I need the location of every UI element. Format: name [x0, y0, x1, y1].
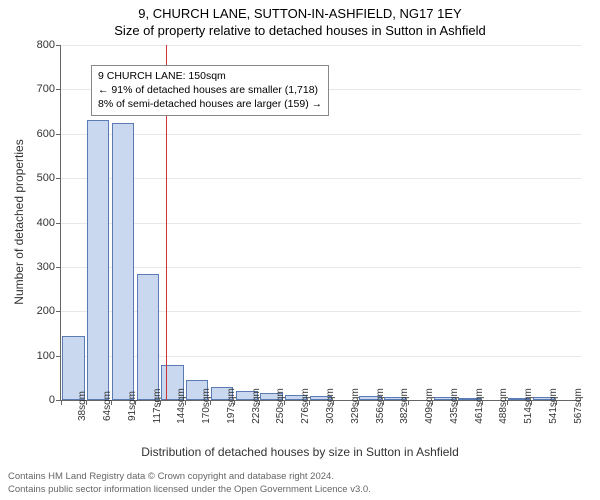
- x-tick-mark: [111, 400, 112, 405]
- y-tick-mark: [56, 45, 61, 46]
- x-tick-mark: [309, 400, 310, 405]
- footer-attribution: Contains HM Land Registry data © Crown c…: [8, 471, 371, 496]
- info-line-3: 8% of semi-detached houses are larger (1…: [98, 97, 322, 111]
- chart-container: 9, CHURCH LANE, SUTTON-IN-ASHFIELD, NG17…: [0, 0, 600, 500]
- y-tick-mark: [56, 178, 61, 179]
- x-tick-mark: [333, 400, 334, 405]
- x-tick-label: 541sqm: [548, 388, 559, 424]
- x-tick-mark: [457, 400, 458, 405]
- footer-line-1: Contains HM Land Registry data © Crown c…: [8, 471, 371, 483]
- y-tick-label: 500: [37, 172, 55, 184]
- x-tick-mark: [284, 400, 285, 405]
- grid-line: [61, 45, 581, 46]
- x-axis-caption: Distribution of detached houses by size …: [0, 445, 600, 459]
- x-tick-label: 303sqm: [325, 388, 336, 424]
- x-tick-mark: [482, 400, 483, 405]
- x-tick-mark: [383, 400, 384, 405]
- x-tick-mark: [408, 400, 409, 405]
- chart-title-line1: 9, CHURCH LANE, SUTTON-IN-ASHFIELD, NG17…: [0, 0, 600, 21]
- x-tick-mark: [259, 400, 260, 405]
- x-tick-label: 356sqm: [375, 388, 386, 424]
- x-tick-label: 276sqm: [300, 388, 311, 424]
- grid-line: [61, 223, 581, 224]
- y-tick-mark: [56, 223, 61, 224]
- y-tick-mark: [56, 311, 61, 312]
- y-tick-label: 0: [49, 394, 55, 406]
- x-tick-mark: [210, 400, 211, 405]
- x-tick-mark: [358, 400, 359, 405]
- y-tick-label: 300: [37, 261, 55, 273]
- y-tick-label: 700: [37, 83, 55, 95]
- y-tick-label: 400: [37, 217, 55, 229]
- x-tick-mark: [160, 400, 161, 405]
- y-tick-label: 200: [37, 305, 55, 317]
- x-tick-mark: [61, 400, 62, 405]
- info-line-2: ← 91% of detached houses are smaller (1,…: [98, 83, 322, 97]
- x-tick-label: 514sqm: [523, 388, 534, 424]
- y-tick-label: 100: [37, 350, 55, 362]
- histogram-bar: [87, 120, 109, 400]
- histogram-bar: [112, 123, 134, 400]
- x-tick-mark: [531, 400, 532, 405]
- x-tick-label: 382sqm: [399, 388, 410, 424]
- x-tick-label: 461sqm: [474, 388, 485, 424]
- x-tick-mark: [86, 400, 87, 405]
- grid-line: [61, 134, 581, 135]
- x-tick-label: 488sqm: [498, 388, 509, 424]
- grid-line: [61, 178, 581, 179]
- x-tick-mark: [135, 400, 136, 405]
- y-tick-label: 800: [37, 39, 55, 51]
- info-box: 9 CHURCH LANE: 150sqm ← 91% of detached …: [91, 65, 329, 116]
- x-tick-mark: [556, 400, 557, 405]
- plot-area: 010020030040050060070080038sqm64sqm91sqm…: [60, 45, 581, 401]
- x-tick-mark: [234, 400, 235, 405]
- y-tick-mark: [56, 267, 61, 268]
- chart-title-line2: Size of property relative to detached ho…: [0, 21, 600, 38]
- footer-line-2: Contains public sector information licen…: [8, 484, 371, 496]
- x-tick-label: 329sqm: [350, 388, 361, 424]
- x-tick-mark: [185, 400, 186, 405]
- info-line-1: 9 CHURCH LANE: 150sqm: [98, 69, 322, 83]
- y-tick-mark: [56, 89, 61, 90]
- x-tick-label: 250sqm: [275, 388, 286, 424]
- y-tick-label: 600: [37, 128, 55, 140]
- x-tick-mark: [507, 400, 508, 405]
- x-tick-label: 409sqm: [424, 388, 435, 424]
- histogram-bar: [137, 274, 159, 400]
- y-tick-mark: [56, 134, 61, 135]
- x-tick-label: 435sqm: [449, 388, 460, 424]
- grid-line: [61, 267, 581, 268]
- x-tick-label: 567sqm: [573, 388, 584, 424]
- y-tick-mark: [56, 356, 61, 357]
- x-tick-mark: [432, 400, 433, 405]
